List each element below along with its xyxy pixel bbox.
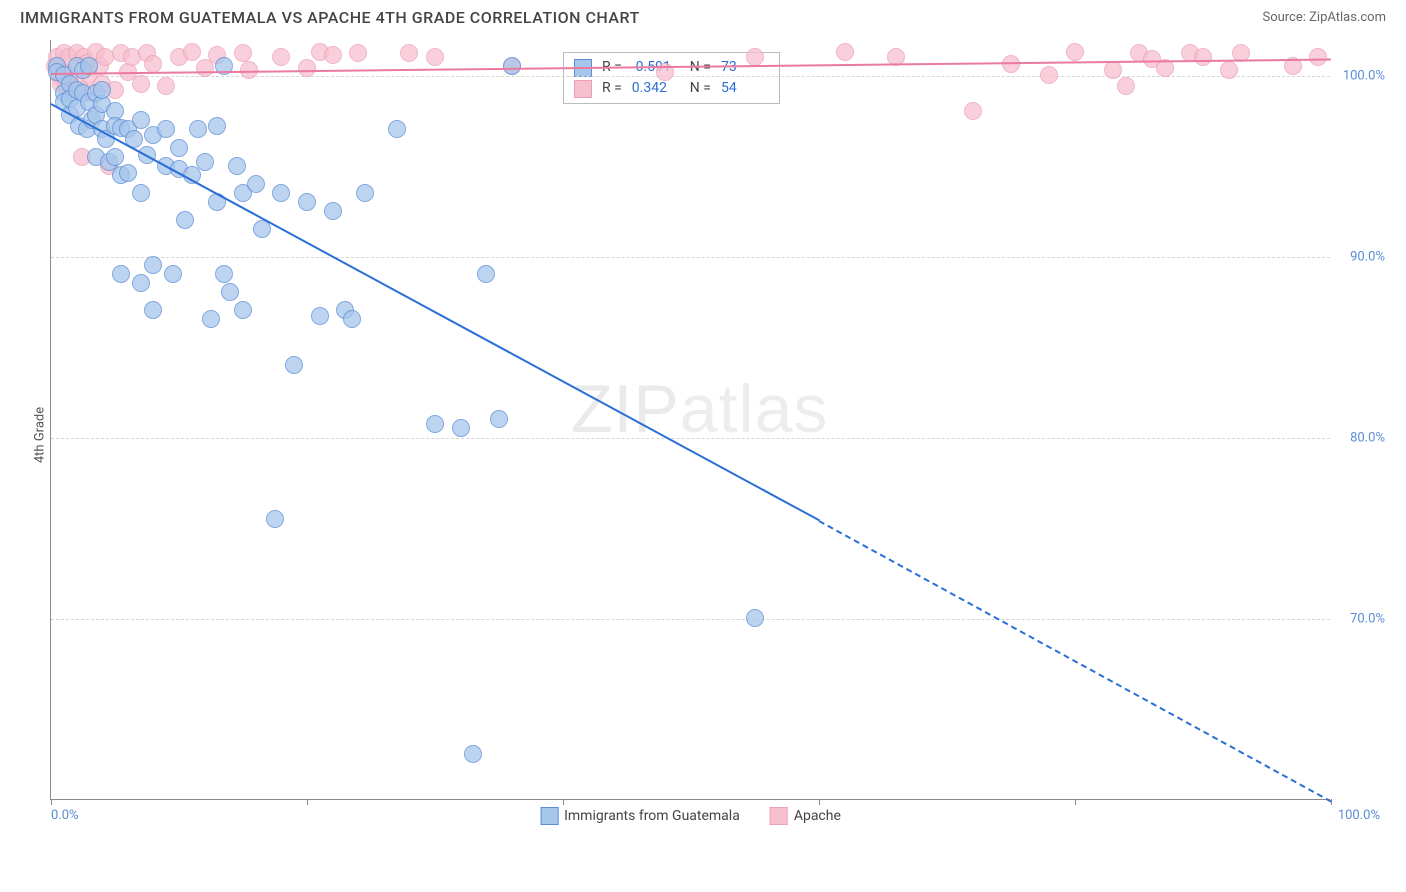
- marker-series-a: [106, 148, 124, 166]
- marker-series-a: [144, 256, 162, 274]
- marker-series-a: [196, 153, 214, 171]
- marker-series-b: [132, 75, 150, 93]
- marker-series-a: [144, 301, 162, 319]
- x-tick: [307, 799, 308, 805]
- x-tick-label-min: 0.0%: [51, 808, 79, 823]
- legend-label-a: Immigrants from Guatemala: [564, 808, 740, 824]
- marker-series-a: [208, 117, 226, 135]
- plot-area: ZIPatlas R = -0.591 N = 73 R = 0.342 N =…: [50, 40, 1330, 800]
- legend-item-a: Immigrants from Guatemala: [540, 807, 740, 825]
- marker-series-a: [170, 139, 188, 157]
- marker-series-b: [144, 55, 162, 73]
- marker-series-a: [132, 274, 150, 292]
- marker-series-a: [132, 184, 150, 202]
- chart-title: IMMIGRANTS FROM GUATEMALA VS APACHE 4TH …: [20, 8, 640, 27]
- marker-series-a: [464, 745, 482, 763]
- legend-label-b: Apache: [794, 808, 841, 824]
- stats-row-series-b: R = 0.342 N = 54: [574, 78, 769, 99]
- marker-series-b: [1194, 48, 1212, 66]
- marker-series-a: [112, 265, 130, 283]
- marker-series-a: [490, 410, 508, 428]
- stat-r-label: R =: [602, 78, 622, 99]
- x-tick-label-max: 100.0%: [1338, 808, 1380, 823]
- marker-series-a: [221, 283, 239, 301]
- marker-series-b: [400, 44, 418, 62]
- gridline: [51, 257, 1330, 258]
- marker-series-b: [324, 46, 342, 64]
- marker-series-a: [228, 157, 246, 175]
- marker-series-b: [157, 77, 175, 95]
- marker-series-a: [477, 265, 495, 283]
- marker-series-a: [503, 57, 521, 75]
- marker-series-a: [343, 310, 361, 328]
- legend-swatch-b: [770, 807, 788, 825]
- stat-n-label: N =: [690, 78, 711, 99]
- y-axis-label: 4th Grade: [33, 407, 48, 463]
- marker-series-a: [132, 111, 150, 129]
- marker-series-b: [1002, 55, 1020, 73]
- marker-series-a: [215, 265, 233, 283]
- marker-series-a: [247, 175, 265, 193]
- watermark: ZIPatlas: [571, 370, 828, 448]
- x-tick: [51, 799, 52, 805]
- y-tick-label: 80.0%: [1350, 431, 1385, 446]
- y-tick-label: 100.0%: [1343, 69, 1385, 84]
- gridline: [51, 438, 1330, 439]
- marker-series-a: [189, 120, 207, 138]
- trendline-series-a-extrapolated: [819, 520, 1332, 802]
- marker-series-b: [746, 48, 764, 66]
- marker-series-b: [183, 43, 201, 61]
- marker-series-b: [1066, 43, 1084, 61]
- marker-series-b: [1117, 77, 1135, 95]
- marker-series-a: [426, 415, 444, 433]
- marker-series-b: [96, 48, 114, 66]
- marker-series-a: [93, 81, 111, 99]
- y-tick-label: 90.0%: [1350, 250, 1385, 265]
- legend-item-b: Apache: [770, 807, 841, 825]
- swatch-series-b: [574, 80, 592, 98]
- marker-series-a: [164, 265, 182, 283]
- x-tick: [1075, 799, 1076, 805]
- marker-series-a: [234, 301, 252, 319]
- marker-series-a: [176, 211, 194, 229]
- marker-series-b: [298, 59, 316, 77]
- marker-series-a: [202, 310, 220, 328]
- marker-series-b: [1104, 61, 1122, 79]
- x-tick: [819, 799, 820, 805]
- marker-series-b: [1220, 61, 1238, 79]
- marker-series-a: [298, 193, 316, 211]
- legend: Immigrants from Guatemala Apache: [540, 807, 841, 825]
- marker-series-a: [452, 419, 470, 437]
- trendline-series-a: [51, 103, 820, 521]
- marker-series-a: [746, 609, 764, 627]
- x-tick: [563, 799, 564, 805]
- stat-n-value-b: 54: [721, 78, 769, 99]
- marker-series-a: [285, 356, 303, 374]
- marker-series-b: [1040, 66, 1058, 84]
- source-label: Source:: [1262, 10, 1309, 25]
- marker-series-b: [964, 102, 982, 120]
- marker-series-b: [272, 48, 290, 66]
- plot-container: 4th Grade ZIPatlas R = -0.591 N = 73 R =…: [50, 40, 1380, 830]
- y-tick-label: 70.0%: [1350, 612, 1385, 627]
- gridline: [51, 619, 1330, 620]
- legend-swatch-a: [540, 807, 558, 825]
- marker-series-b: [1309, 48, 1327, 66]
- marker-series-a: [272, 184, 290, 202]
- source-link[interactable]: ZipAtlas.com: [1309, 10, 1386, 25]
- marker-series-a: [311, 307, 329, 325]
- marker-series-a: [119, 164, 137, 182]
- marker-series-b: [836, 43, 854, 61]
- stat-r-value-b: 0.342: [632, 78, 680, 99]
- marker-series-a: [324, 202, 342, 220]
- marker-series-b: [349, 44, 367, 62]
- marker-series-b: [426, 48, 444, 66]
- marker-series-a: [356, 184, 374, 202]
- marker-series-a: [266, 510, 284, 528]
- marker-series-a: [157, 120, 175, 138]
- source-attribution: Source: ZipAtlas.com: [1262, 10, 1386, 25]
- marker-series-a: [388, 120, 406, 138]
